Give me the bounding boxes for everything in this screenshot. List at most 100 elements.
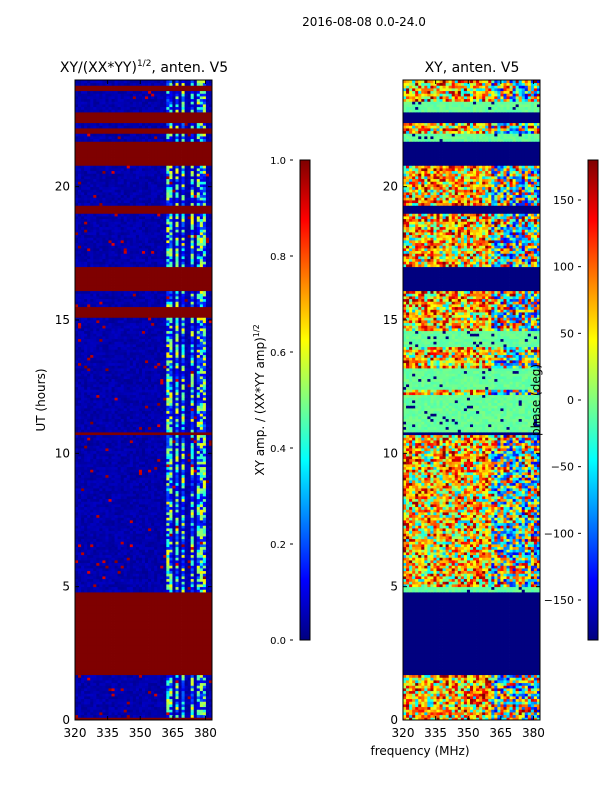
heatmap-cell (90, 586, 94, 590)
heatmap-cell (184, 632, 189, 636)
heatmap-cell (138, 581, 143, 585)
heatmap-cell (93, 544, 97, 548)
heatmap-cell (196, 480, 201, 484)
heatmap-cell (193, 434, 198, 438)
heatmap-cell (75, 717, 79, 720)
heatmap-cell (175, 570, 179, 574)
heatmap-cell (141, 488, 146, 492)
heatmap-cell (181, 440, 185, 444)
heatmap-cell (117, 674, 122, 678)
heatmap-cell (117, 658, 122, 662)
heatmap-cell (114, 706, 119, 710)
heatmap-cell (90, 624, 94, 628)
heatmap-cell (75, 445, 79, 449)
heatmap-cell (105, 442, 109, 446)
heatmap-cell (90, 528, 94, 532)
heatmap-cell (105, 650, 109, 654)
heatmap-cell (111, 642, 115, 646)
heatmap-cell (151, 557, 155, 561)
heatmap-cell (126, 466, 131, 470)
heatmap-cell (78, 514, 82, 518)
heatmap-cell (145, 626, 149, 630)
heatmap-cell (90, 704, 94, 708)
heatmap-cell (190, 560, 195, 564)
heatmap-cell (169, 560, 173, 564)
heatmap-cell (111, 696, 115, 700)
heatmap-cell (132, 450, 137, 454)
heatmap-cell (151, 626, 155, 630)
heatmap-cell (190, 450, 195, 454)
heatmap-cell (87, 520, 91, 524)
heatmap-cell (90, 493, 94, 497)
heatmap-cell (169, 573, 173, 577)
heatmap-cell (141, 634, 146, 638)
heatmap-cell (132, 629, 137, 633)
heatmap-cell (111, 562, 115, 566)
heatmap-cell (138, 560, 143, 564)
heatmap-cell (84, 634, 88, 638)
heatmap-cell (93, 682, 97, 686)
heatmap-cell (151, 536, 155, 540)
heatmap-cell (190, 656, 195, 660)
heatmap-cell (87, 448, 91, 452)
heatmap-cell (108, 522, 112, 526)
heatmap-cell (135, 608, 140, 612)
heatmap-cell (202, 613, 207, 617)
heatmap-cell (135, 461, 140, 465)
heatmap-cell (138, 541, 143, 545)
heatmap-cell (84, 562, 88, 566)
heatmap-cell (126, 712, 131, 716)
heatmap-cell (126, 456, 131, 460)
heatmap-cell (81, 429, 85, 433)
heatmap-cell (181, 536, 185, 540)
heatmap-cell (202, 440, 207, 444)
heatmap-cell (141, 538, 146, 542)
heatmap-cell (108, 549, 112, 553)
heatmap-cell (184, 426, 189, 430)
heatmap-cell (132, 618, 137, 622)
heatmap-cell (166, 506, 170, 510)
heatmap-cell (114, 450, 119, 454)
heatmap-cell (111, 618, 115, 622)
heatmap-cell (208, 589, 212, 593)
heatmap-cell (196, 653, 201, 657)
heatmap-cell (75, 594, 79, 598)
heatmap-cell (111, 661, 115, 665)
heatmap-cell (160, 509, 164, 513)
heatmap-cell (123, 560, 128, 564)
heatmap-cell (141, 714, 146, 718)
heatmap-cell (199, 709, 204, 713)
heatmap-cell (87, 608, 91, 612)
heatmap-cell (193, 642, 198, 646)
heatmap-cell (126, 602, 131, 606)
heatmap-cell (169, 453, 173, 457)
heatmap-cell (102, 570, 106, 574)
heatmap-cell (169, 682, 173, 686)
heatmap-cell (175, 690, 179, 694)
heatmap-cell (184, 669, 189, 673)
heatmap-cell (114, 509, 119, 513)
heatmap-cell (187, 589, 192, 593)
heatmap-cell (81, 688, 85, 692)
heatmap-cell (184, 528, 189, 532)
heatmap-cell (199, 429, 204, 433)
heatmap-cell (202, 586, 207, 590)
heatmap-cell (151, 570, 155, 574)
heatmap-cell (154, 576, 158, 580)
heatmap-cell (208, 621, 212, 625)
heatmap-cell (163, 520, 167, 524)
heatmap-cell (157, 432, 161, 436)
heatmap-cell (175, 586, 179, 590)
heatmap-cell (160, 536, 164, 540)
heatmap-cell (90, 490, 94, 494)
heatmap-cell (166, 549, 170, 553)
heatmap-cell (111, 512, 115, 516)
heatmap-cell (120, 688, 125, 692)
heatmap-cell (117, 522, 122, 526)
heatmap-cell (84, 658, 88, 662)
heatmap-cell (93, 674, 97, 678)
heatmap-cell (96, 576, 100, 580)
heatmap-cell (111, 717, 115, 720)
heatmap-cell (87, 426, 91, 430)
heatmap-cell (93, 557, 97, 561)
